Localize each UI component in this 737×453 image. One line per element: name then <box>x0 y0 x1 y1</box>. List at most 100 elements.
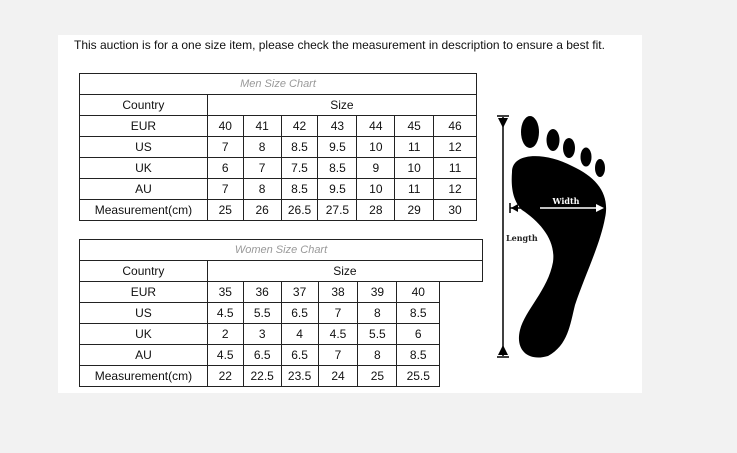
width-label: Width <box>552 196 580 206</box>
size-cell: 40 <box>206 115 244 137</box>
size-cell: 23.5 <box>280 365 319 387</box>
table-row: Measurement(cm) 22 22.5 23.5 24 25 25.5 <box>79 365 483 387</box>
row-label: AU <box>79 344 208 366</box>
size-cell: 11 <box>394 178 435 200</box>
size-cell: 7 <box>242 157 282 179</box>
size-cell: 9.5 <box>317 178 358 200</box>
size-cell: 6.5 <box>280 344 319 366</box>
size-cell: 7 <box>206 178 244 200</box>
table-row: AU 7 8 8.5 9.5 10 11 12 <box>79 178 477 200</box>
chart-title: Women Size Chart <box>79 239 483 261</box>
size-cell: 9 <box>356 157 396 179</box>
men-size-chart: Men Size Chart Country Size EUR 40 41 42 43 44… <box>79 73 478 221</box>
size-cell: 4.5 <box>317 323 359 345</box>
size-cell: 22 <box>206 365 244 387</box>
row-label: US <box>79 302 208 324</box>
size-cell: 44 <box>356 115 396 137</box>
size-cell: 43 <box>317 115 358 137</box>
size-cell: 26.5 <box>280 199 319 221</box>
size-cell: 46 <box>433 115 477 137</box>
size-cell: 11 <box>433 157 477 179</box>
size-cell: 28 <box>356 199 396 221</box>
size-cell: 29 <box>394 199 435 221</box>
size-cell: 4.5 <box>206 344 244 366</box>
empty-cell <box>439 344 483 366</box>
country-header: Country <box>79 94 208 116</box>
women-size-chart: Women Size Chart Country Size EUR 35 36 37 38… <box>79 239 484 387</box>
size-cell: 8 <box>357 302 398 324</box>
size-cell: 8.5 <box>317 157 358 179</box>
size-cell: 25 <box>357 365 398 387</box>
size-cell: 38 <box>317 281 359 303</box>
size-cell: 35 <box>206 281 244 303</box>
size-cell: 25 <box>206 199 244 221</box>
size-cell: 7 <box>206 136 244 158</box>
size-cell: 8.5 <box>280 178 319 200</box>
empty-cell <box>439 365 483 387</box>
size-cell: 12 <box>433 178 477 200</box>
row-label: EUR <box>79 115 208 137</box>
size-cell: 8.5 <box>396 302 441 324</box>
size-cell: 37 <box>280 281 319 303</box>
row-label: Measurement(cm) <box>79 199 208 221</box>
size-cell: 27.5 <box>317 199 358 221</box>
notice-text: This auction is for a one size item, ple… <box>74 38 605 52</box>
size-cell: 10 <box>356 178 396 200</box>
empty-cell <box>439 281 483 303</box>
length-arrow <box>497 115 509 358</box>
size-cell: 22.5 <box>242 365 282 387</box>
country-header: Country <box>79 260 208 282</box>
size-cell: 42 <box>280 115 319 137</box>
size-cell: 7 <box>317 344 359 366</box>
size-cell: 10 <box>394 157 435 179</box>
size-cell: 7.5 <box>280 157 319 179</box>
row-label: EUR <box>79 281 208 303</box>
length-label: Length <box>506 233 538 243</box>
size-cell: 41 <box>242 115 282 137</box>
size-cell: 5.5 <box>357 323 398 345</box>
row-label: UK <box>79 157 208 179</box>
size-cell: 4 <box>280 323 319 345</box>
size-cell: 39 <box>357 281 398 303</box>
table-row: AU 4.5 6.5 6.5 7 8 8.5 <box>79 344 483 366</box>
size-cell: 36 <box>242 281 282 303</box>
table-row: UK 6 7 7.5 8.5 9 10 11 <box>79 157 477 179</box>
size-cell: 8.5 <box>280 136 319 158</box>
size-cell: 9.5 <box>317 136 358 158</box>
size-cell: 8.5 <box>396 344 441 366</box>
table-row: Measurement(cm) 25 26 26.5 27.5 28 29 30 <box>79 199 477 221</box>
size-cell: 10 <box>356 136 396 158</box>
size-cell: 45 <box>394 115 435 137</box>
foot-measurement-diagram: Width Length <box>497 115 607 358</box>
empty-cell <box>439 302 483 324</box>
empty-cell <box>439 323 483 345</box>
size-cell: 6.5 <box>280 302 319 324</box>
table-row: US 7 8 8.5 9.5 10 11 12 <box>79 136 477 158</box>
size-cell: 6 <box>396 323 441 345</box>
size-cell: 25.5 <box>396 365 441 387</box>
table-row: EUR 35 36 37 38 39 40 <box>79 281 483 303</box>
width-arrow <box>509 203 604 213</box>
size-cell: 8 <box>357 344 398 366</box>
size-cell: 12 <box>433 136 477 158</box>
table-row: EUR 40 41 42 43 44 45 46 <box>79 115 477 137</box>
table-row: UK 2 3 4 4.5 5.5 6 <box>79 323 483 345</box>
row-label: US <box>79 136 208 158</box>
size-cell: 5.5 <box>242 302 282 324</box>
row-label: AU <box>79 178 208 200</box>
table-row: US 4.5 5.5 6.5 7 8 8.5 <box>79 302 483 324</box>
chart-title: Men Size Chart <box>79 73 477 95</box>
size-header: Size <box>206 260 484 282</box>
foot-icon <box>511 116 607 358</box>
size-cell: 3 <box>242 323 282 345</box>
row-label: UK <box>79 323 208 345</box>
size-cell: 30 <box>433 199 477 221</box>
size-cell: 7 <box>317 302 359 324</box>
size-cell: 40 <box>396 281 441 303</box>
size-cell: 8 <box>242 136 282 158</box>
size-cell: 24 <box>317 365 359 387</box>
size-cell: 4.5 <box>206 302 244 324</box>
row-label: Measurement(cm) <box>79 365 208 387</box>
size-cell: 11 <box>394 136 435 158</box>
size-cell: 26 <box>242 199 282 221</box>
